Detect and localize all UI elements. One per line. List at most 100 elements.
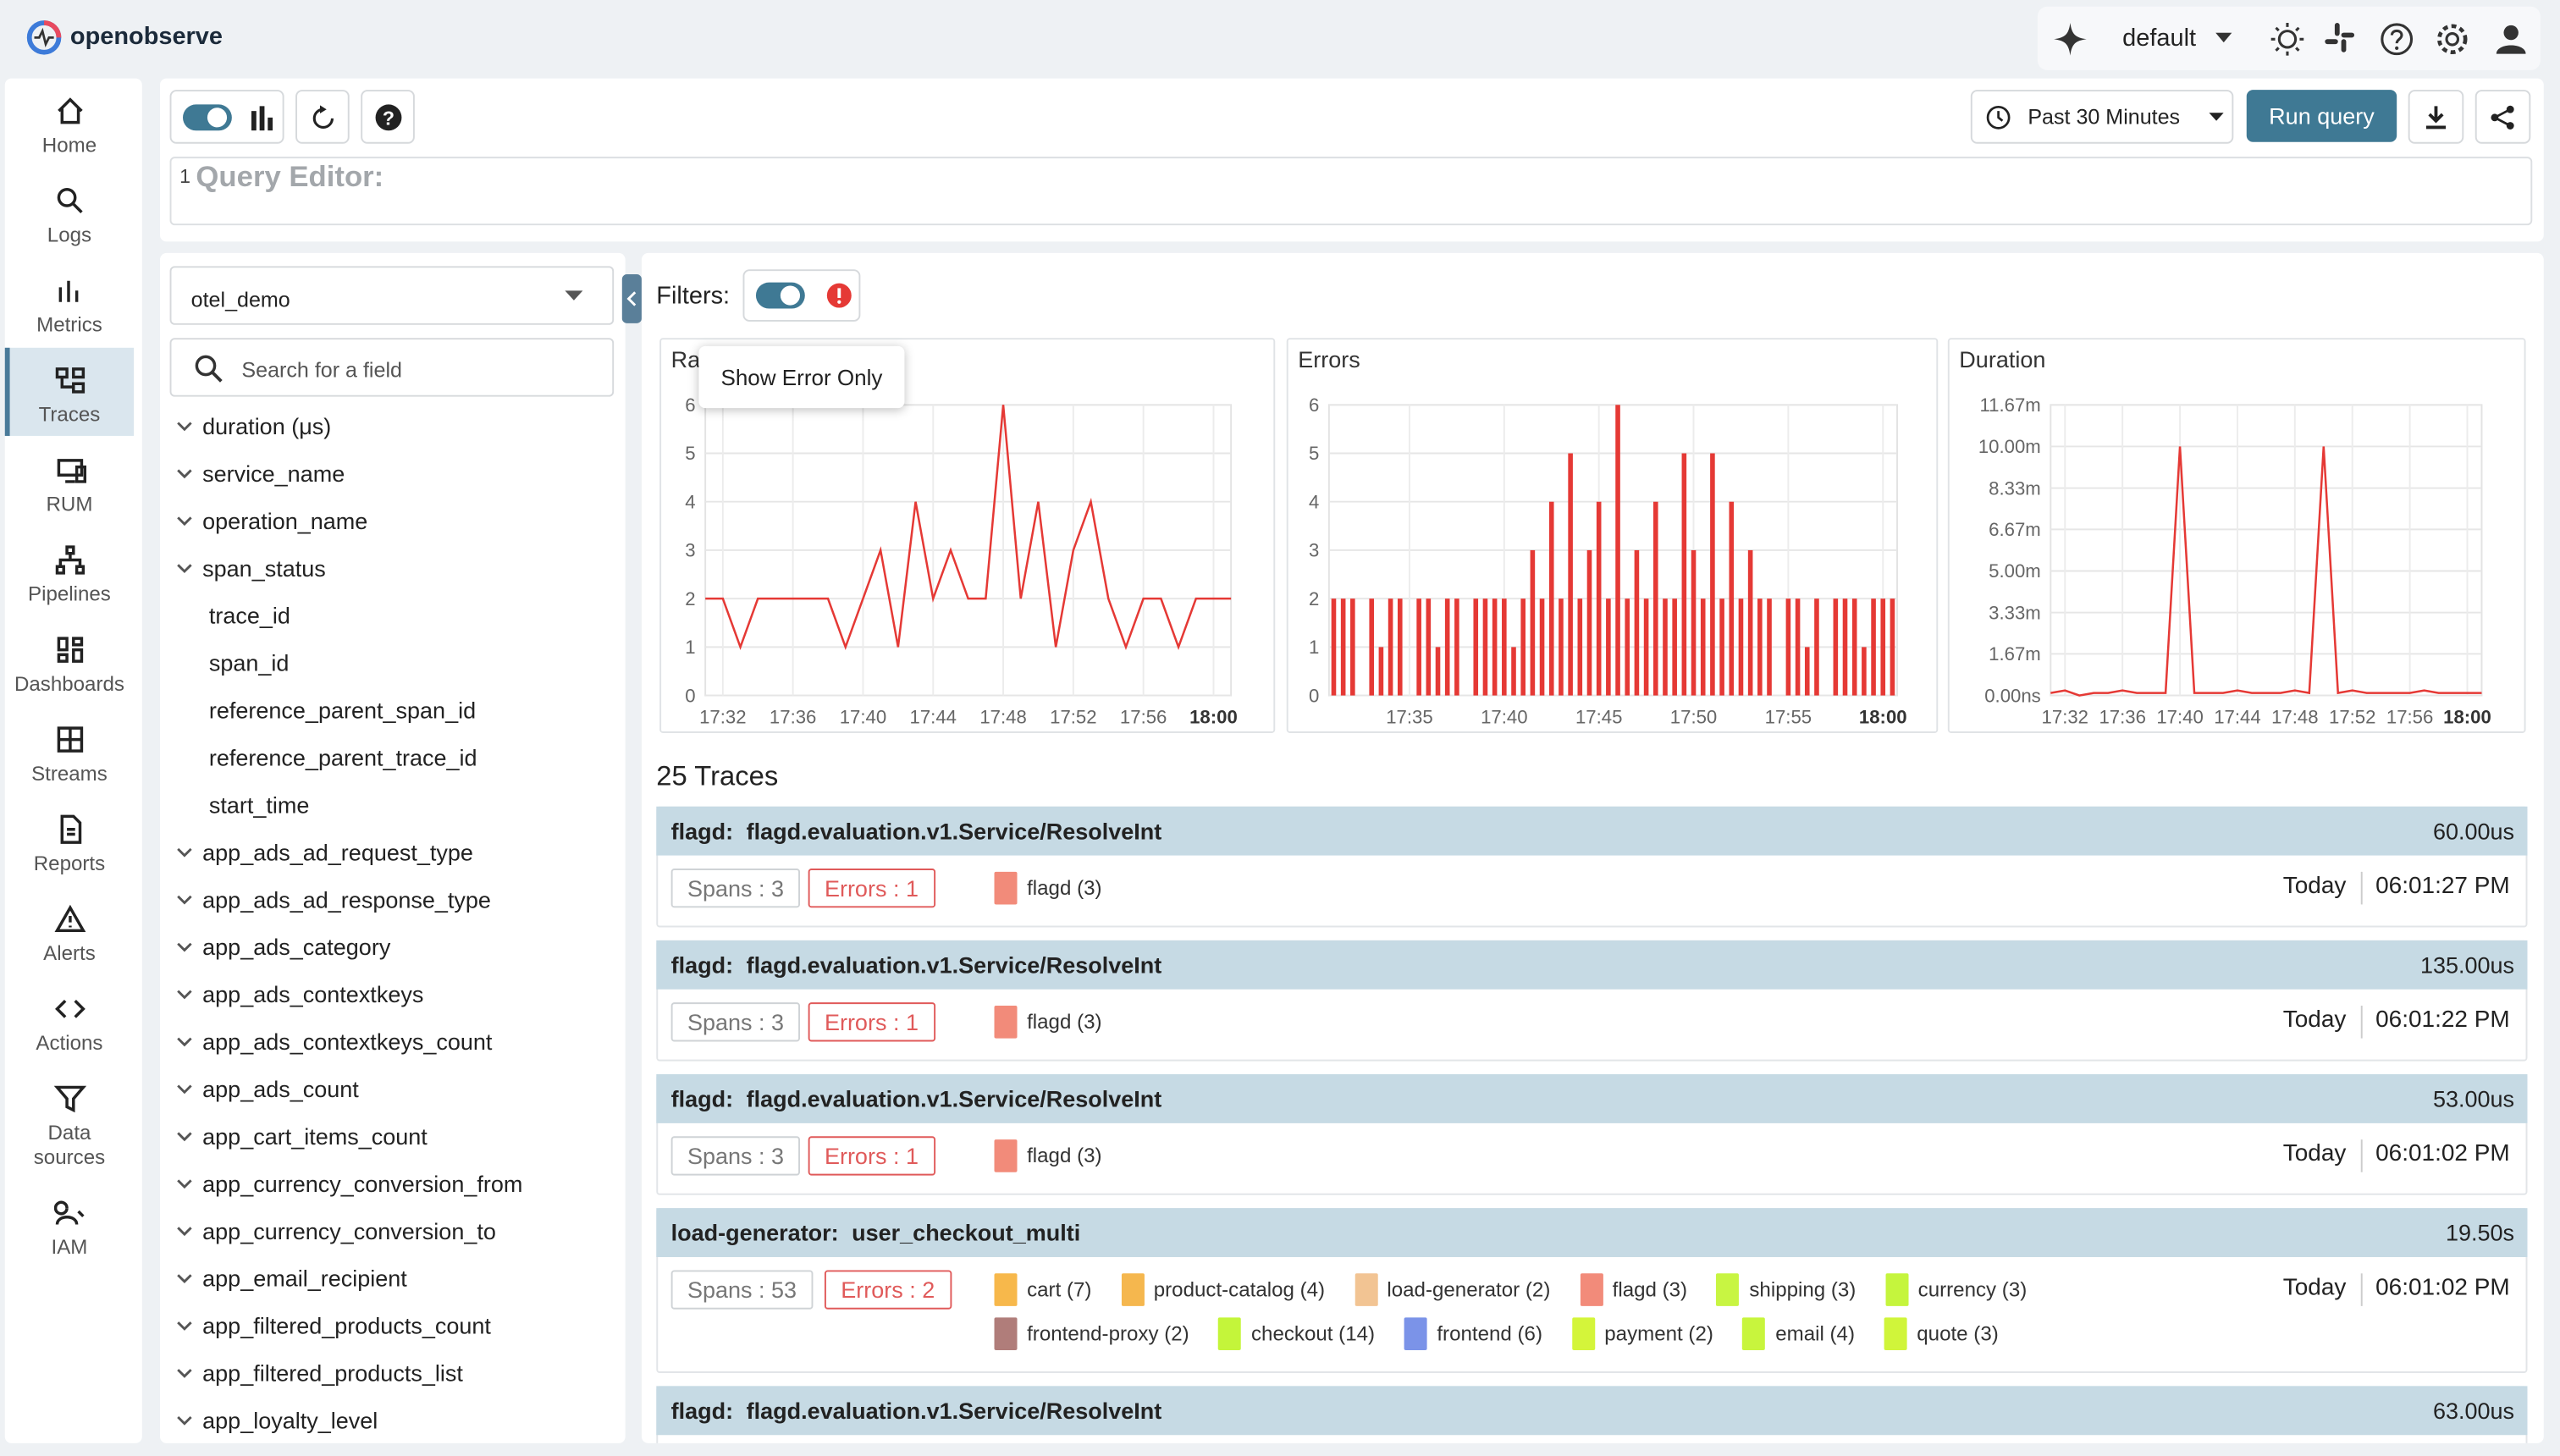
nav-item[interactable]: Metrics xyxy=(5,274,134,338)
errors-count: Errors : 1 xyxy=(808,1136,935,1175)
bar xyxy=(1445,598,1450,695)
x-tick-label: 17:45 xyxy=(1575,706,1622,727)
service-chip[interactable]: load-generator (2) xyxy=(1354,1270,1551,1309)
service-chip[interactable]: frontend-proxy (2) xyxy=(995,1315,1189,1354)
bar xyxy=(1786,598,1791,695)
chart-title: Errors xyxy=(1298,347,1360,372)
bar xyxy=(1587,550,1592,696)
nav-label: Streams xyxy=(5,763,134,787)
bar xyxy=(1502,598,1507,695)
icon-shape xyxy=(58,638,80,661)
swatch xyxy=(995,1006,1018,1039)
y-tick-label: 6 xyxy=(685,394,695,416)
nav-item[interactable]: Streams xyxy=(5,723,134,786)
operation: flagd.evaluation.v1.Service/ResolveInt xyxy=(747,951,1162,978)
nav-label: Logs xyxy=(5,223,134,248)
errors-count: Errors : 2 xyxy=(825,1270,952,1309)
nav-item[interactable]: Data sources xyxy=(5,1083,134,1171)
nav-icon xyxy=(53,543,86,576)
duration: 19.50s xyxy=(2286,1220,2514,1246)
nav-label: Pipelines xyxy=(5,583,134,608)
nav-item[interactable]: RUM xyxy=(5,454,134,517)
service-chip[interactable]: flagd (3) xyxy=(1580,1270,1687,1309)
y-tick-label: 2 xyxy=(685,588,695,609)
service-name: quote (3) xyxy=(1917,1322,1998,1345)
service: flagd: xyxy=(671,1086,733,1112)
service-chip[interactable]: quote (3) xyxy=(1884,1315,1999,1354)
nav-icon xyxy=(53,185,86,218)
divider xyxy=(2361,872,2363,905)
y-tick-label: 5 xyxy=(685,443,695,464)
bar xyxy=(1796,598,1801,695)
operation: user_checkout_multi xyxy=(852,1220,1080,1246)
service-list: flagd (3) xyxy=(995,1136,2105,1175)
service: load-generator: xyxy=(671,1220,839,1246)
trace-header: flagd:flagd.evaluation.v1.Service/Resolv… xyxy=(656,1074,2527,1123)
nav-label: Actions xyxy=(5,1032,134,1056)
bar xyxy=(1814,598,1819,695)
service-chip[interactable]: flagd (3) xyxy=(995,1136,1102,1175)
service-chip[interactable]: flagd (3) xyxy=(995,1002,1102,1041)
nav-item[interactable]: Logs xyxy=(5,185,134,248)
nav-item[interactable]: Actions xyxy=(5,993,134,1056)
nav-label: RUM xyxy=(5,493,134,517)
swatch xyxy=(1354,1273,1377,1306)
spans-count: Spans : 3 xyxy=(671,1136,801,1175)
service-chip[interactable]: email (4) xyxy=(1743,1315,1855,1354)
service: flagd: xyxy=(671,951,733,978)
service-chip[interactable]: payment (2) xyxy=(1572,1315,1713,1354)
duration: 135.00us xyxy=(2286,951,2514,978)
service-chip[interactable]: currency (3) xyxy=(1885,1270,2027,1309)
trace-header: flagd:flagd.evaluation.v1.Service/Resolv… xyxy=(656,807,2527,856)
service-name: flagd (3) xyxy=(1027,1011,1101,1034)
spans-count: Spans : 53 xyxy=(671,1270,814,1309)
bar xyxy=(1757,598,1763,695)
y-tick-label: 3 xyxy=(1309,540,1319,561)
y-tick-label: 1 xyxy=(1309,637,1319,658)
service-chip[interactable]: product-catalog (4) xyxy=(1121,1270,1325,1309)
nav-item[interactable]: Reports xyxy=(5,813,134,876)
bar xyxy=(1748,550,1753,696)
x-tick-label: 17:52 xyxy=(2329,706,2375,727)
nav-item[interactable]: Pipelines xyxy=(5,543,134,607)
nav-icon xyxy=(53,723,86,756)
swatch xyxy=(995,1139,1018,1172)
icon-shape xyxy=(58,728,80,751)
service-chip[interactable]: cart (7) xyxy=(995,1270,1092,1309)
errors-count: Errors : 1 xyxy=(808,1002,935,1041)
bar xyxy=(1332,598,1337,695)
nav-item[interactable]: IAM xyxy=(5,1197,134,1260)
x-tick-label: 17:32 xyxy=(699,706,746,727)
service-chip[interactable]: flagd (3) xyxy=(995,869,1102,907)
x-tick-label: 18:00 xyxy=(1189,706,1238,727)
service-chip[interactable]: checkout (14) xyxy=(1218,1315,1375,1354)
y-tick-label: 5 xyxy=(1309,443,1319,464)
service-chip[interactable]: shipping (3) xyxy=(1717,1270,1857,1309)
nav-item[interactable]: Alerts xyxy=(5,903,134,967)
service-list: cart (7) product-catalog (4) load-generato… xyxy=(995,1270,2105,1353)
nav-item[interactable]: Dashboards xyxy=(5,633,134,697)
bar xyxy=(1473,598,1478,695)
icon-shape xyxy=(57,1001,83,1017)
nav-label: Reports xyxy=(5,852,134,877)
service-chip[interactable]: frontend (6) xyxy=(1404,1315,1542,1354)
trace-time: 06:01:02 PM xyxy=(2375,1275,2510,1301)
trace-day: Today xyxy=(2188,874,2346,900)
bar xyxy=(1739,598,1744,695)
swatch xyxy=(995,872,1018,905)
x-tick-label: 17:44 xyxy=(910,706,957,727)
bar xyxy=(1388,598,1393,695)
bar xyxy=(1559,598,1564,695)
bar xyxy=(1350,598,1355,695)
bar xyxy=(1719,598,1724,695)
bar xyxy=(1398,598,1403,695)
bar xyxy=(1625,598,1630,695)
x-tick-label: 17:36 xyxy=(2099,706,2145,727)
nav-item[interactable]: Traces xyxy=(5,364,134,427)
x-tick-label: 17:56 xyxy=(1120,706,1167,727)
tooltip: Show Error Only xyxy=(698,346,904,408)
nav-item[interactable]: Home xyxy=(5,95,134,158)
bar xyxy=(1635,550,1640,696)
x-tick-label: 17:48 xyxy=(979,706,1026,727)
icon-shape xyxy=(57,547,83,573)
